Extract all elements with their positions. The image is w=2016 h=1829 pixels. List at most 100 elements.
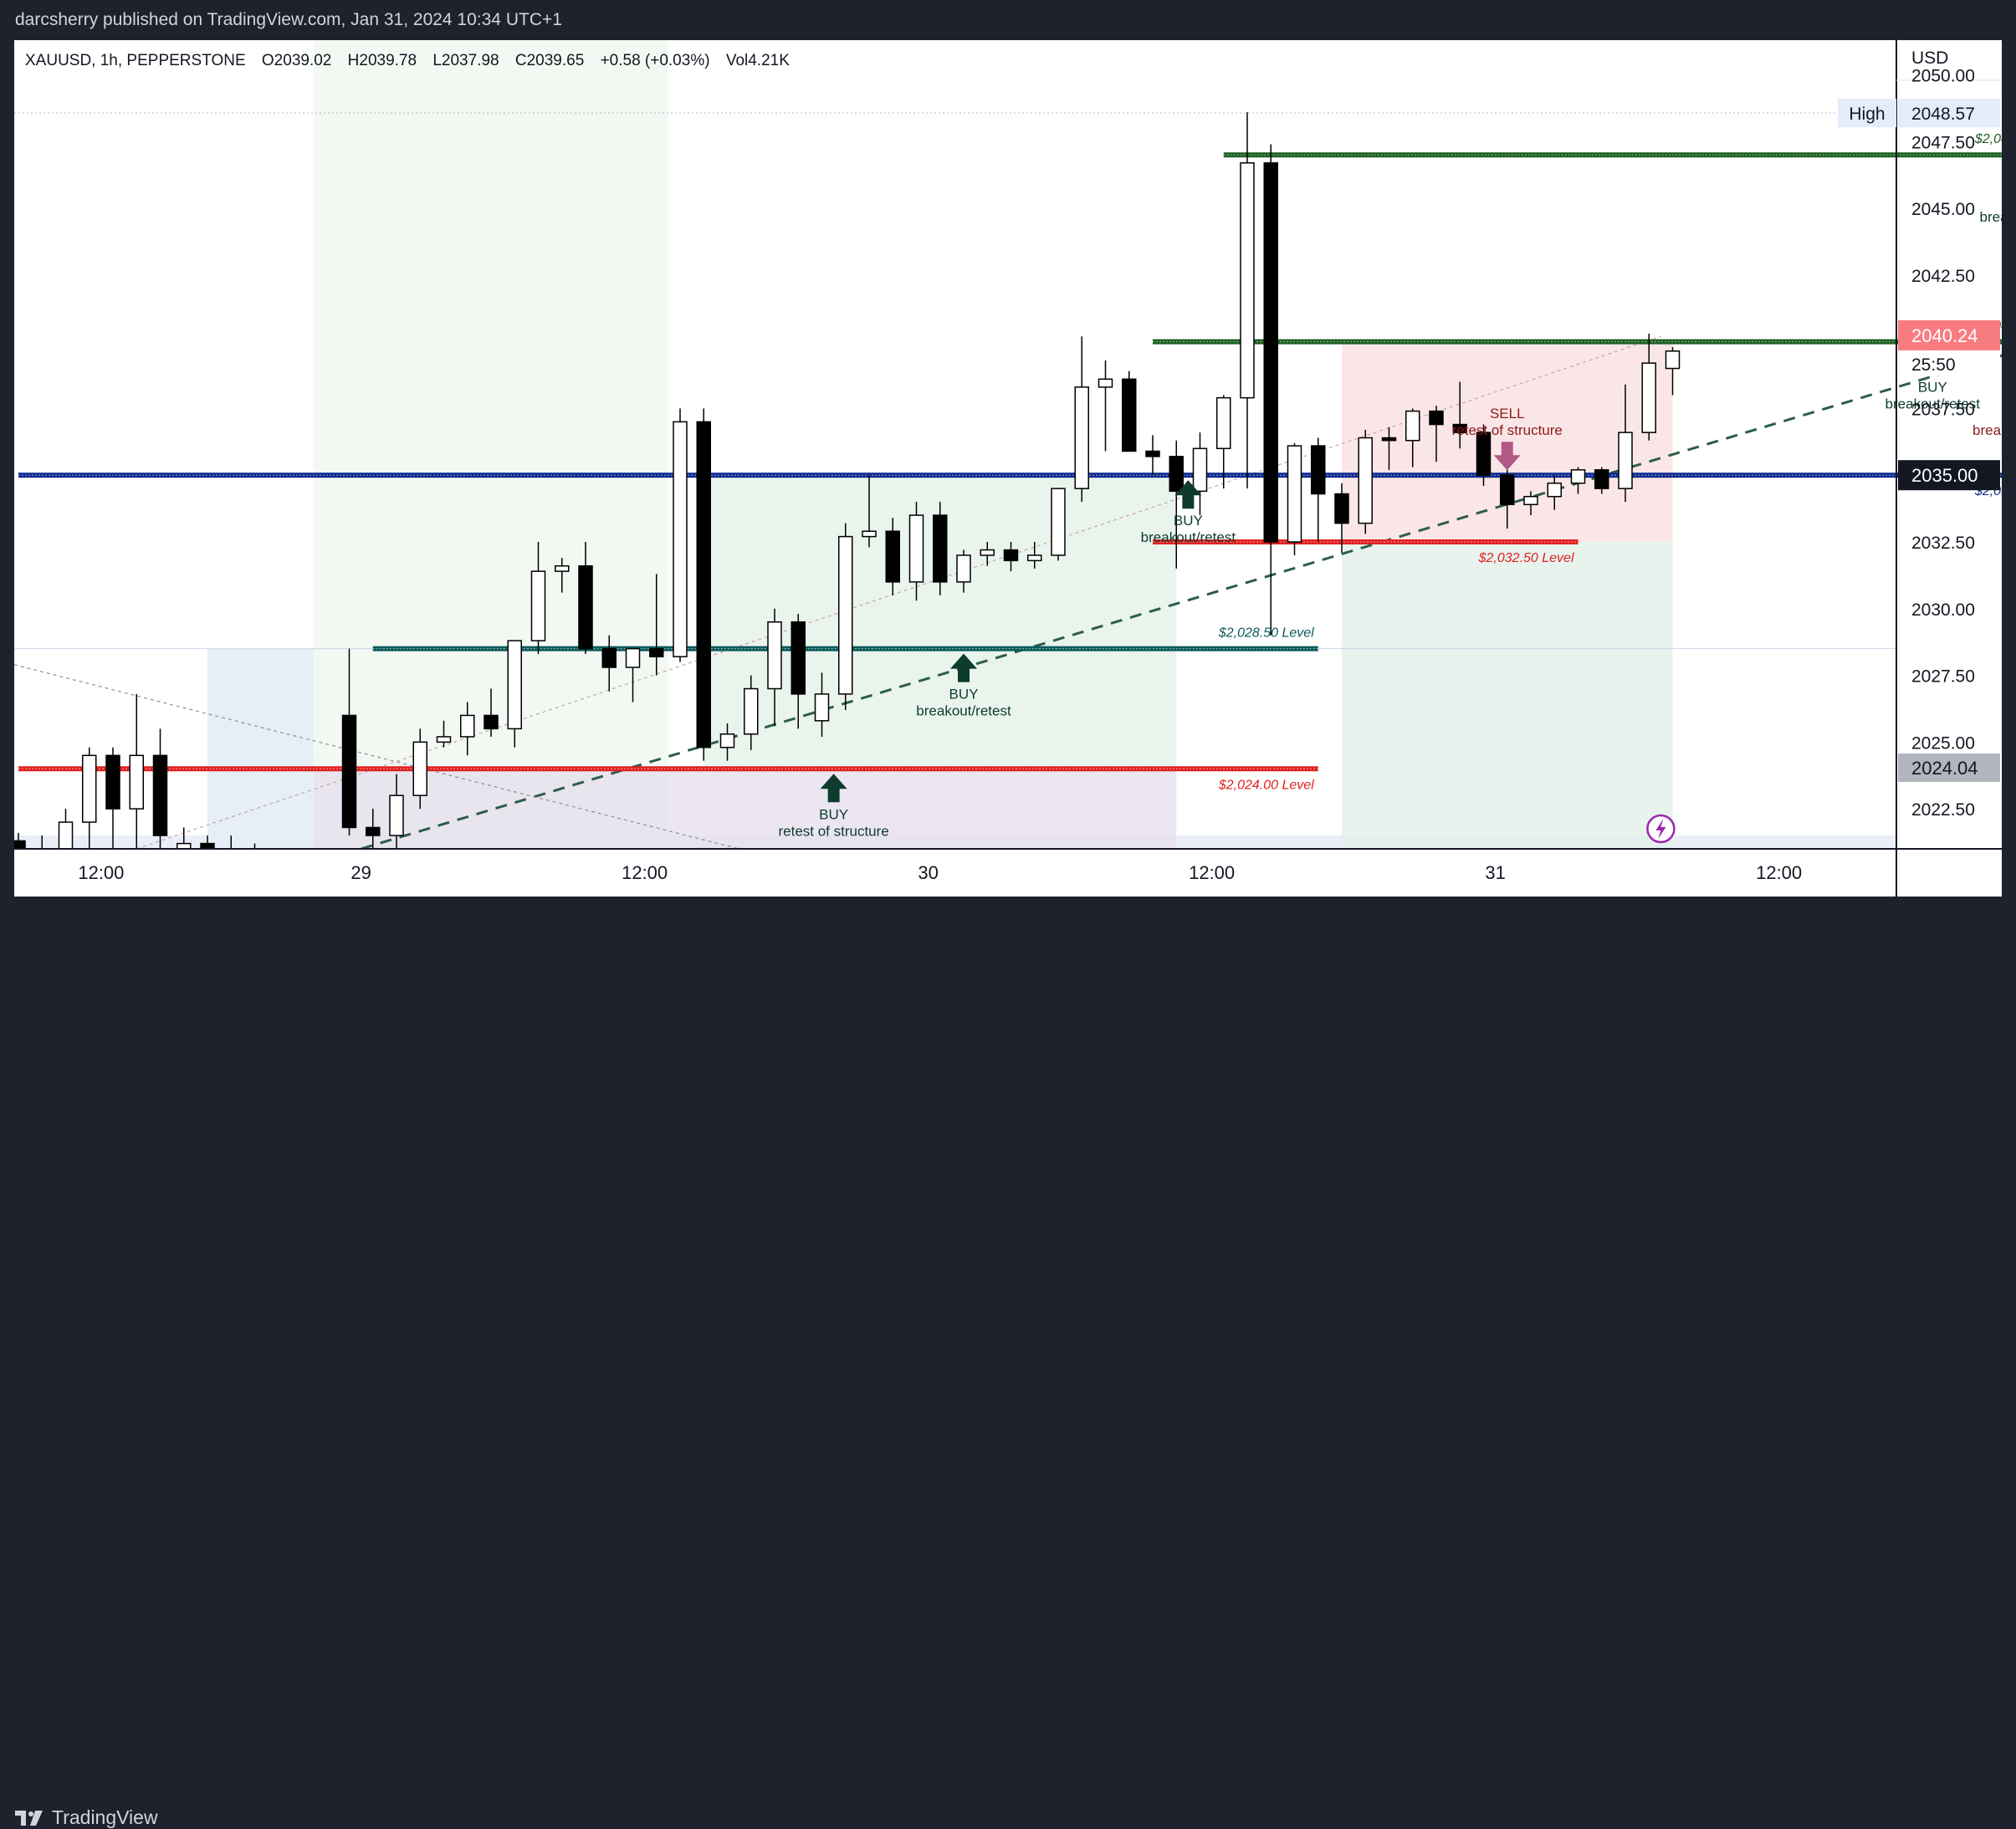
highlight-zone <box>207 648 315 849</box>
x-tick-label: 12:00 <box>1756 862 1802 883</box>
candle-body <box>862 530 877 538</box>
candle-body <box>507 640 522 730</box>
candle-body <box>1051 488 1066 556</box>
candle-body <box>1145 450 1160 457</box>
candle-body <box>625 647 641 668</box>
annotation-label: breakout/retest <box>916 703 1011 719</box>
level-axis-tag <box>1898 460 2000 491</box>
candle-body <box>885 530 900 583</box>
candle-body <box>767 621 782 690</box>
brand-name: TradingView <box>52 1806 158 1828</box>
candle-body <box>248 854 262 859</box>
candle-body <box>319 871 332 879</box>
low-axis-tag <box>1898 753 2000 782</box>
y-tick-label: 2045.00 <box>1911 200 1975 219</box>
candle-body <box>649 647 664 657</box>
candle-body <box>58 821 74 849</box>
lightning-event-icon <box>1655 819 1666 839</box>
y-tick-label: 2027.50 <box>1911 667 1975 687</box>
countdown: 25:50 <box>1911 355 1956 375</box>
x-tick-label: 30 <box>918 862 938 883</box>
candle-body <box>177 842 192 849</box>
current-price: 2040.24 <box>1911 325 1978 346</box>
candle-body <box>1641 362 1656 433</box>
annotation-label: breakout/retest <box>1141 529 1236 545</box>
annotation-label: breakout/retest <box>1980 209 2002 225</box>
y-tick-label: 2032.50 <box>1911 534 1975 553</box>
candle-body <box>1381 437 1397 442</box>
candle-body <box>1358 437 1373 524</box>
candle-body <box>34 848 49 849</box>
candle-body <box>436 736 452 743</box>
candle-body <box>1169 456 1184 493</box>
candle-body <box>1570 469 1586 484</box>
candle-body <box>838 535 853 695</box>
candle-body <box>1027 554 1042 562</box>
candle-body <box>1098 378 1113 388</box>
candle-body <box>1429 410 1444 426</box>
top-bar: darcsherry published on TradingView.com,… <box>0 0 2016 40</box>
y-tick-label: 2022.50 <box>1911 800 1975 820</box>
candle-body <box>1263 162 1278 543</box>
legend-close: C2039.65 <box>514 52 585 69</box>
candle-body <box>1003 549 1019 562</box>
candle-body <box>980 549 995 556</box>
countdown-bg <box>1898 350 2000 376</box>
publish-info: darcsherry published on TradingView.com,… <box>15 10 562 29</box>
candle-body <box>1192 447 1208 493</box>
candle-body <box>578 565 593 650</box>
symbol-legend: XAUUSD, 1h, PEPPERSTONE O2039.02 H2039.7… <box>25 52 801 70</box>
candle-body <box>719 733 735 748</box>
chart-canvas[interactable]: $2,047.00 Level$2,040.00 Level$2,035.00 … <box>14 40 2002 897</box>
x-tick-label: 12:00 <box>1189 862 1235 883</box>
y-tick-label: 2047.50 <box>1911 133 1975 152</box>
x-tick-label: 12:00 <box>622 862 668 883</box>
x-tick-label: 29 <box>350 862 371 883</box>
high-label-bg <box>1838 99 1896 128</box>
buy-arrow-icon <box>820 774 847 803</box>
candle-body <box>791 621 806 695</box>
high-value: 2048.57 <box>1911 105 1975 124</box>
candle-body <box>272 860 285 865</box>
legend-open: O2039.02 <box>261 52 332 69</box>
candle-body <box>933 514 948 583</box>
legend-low: L2037.98 <box>432 52 499 69</box>
candle-body <box>601 647 617 668</box>
candle-body <box>1287 445 1302 543</box>
legend-high: H2039.78 <box>347 52 417 69</box>
buy-arrow-icon <box>950 653 977 682</box>
candle-body <box>530 570 546 641</box>
annotation-label: retest of structure <box>1452 422 1563 438</box>
candle-body <box>460 714 475 738</box>
currency-selector[interactable]: USD <box>1911 49 1948 68</box>
candle-body <box>1523 495 1538 506</box>
candle-body <box>1334 493 1349 524</box>
y-tick-label: 2025.00 <box>1911 733 1975 753</box>
candle-body <box>1665 350 1681 370</box>
legend-symbol[interactable]: XAUUSD, 1h, PEPPERSTONE <box>25 52 246 69</box>
candle-body <box>908 514 924 583</box>
candle-body <box>1216 396 1231 450</box>
candle-body <box>1452 423 1467 433</box>
candle-body <box>1594 469 1609 489</box>
high-value-bg <box>1898 99 2000 128</box>
candle-body <box>1240 162 1255 399</box>
candle-body <box>1405 410 1420 442</box>
candle-body <box>1547 483 1562 498</box>
y-tick-label: 2030.00 <box>1911 600 1975 620</box>
y-tick-label: 2050.00 <box>1911 66 1975 85</box>
candle-body <box>673 421 688 657</box>
legend-change: +0.58 (+0.03%) <box>600 52 710 69</box>
candle-body <box>814 693 830 722</box>
sell-arrow-icon <box>1493 442 1521 471</box>
y-tick-label: 2037.50 <box>1911 400 1975 419</box>
level-line <box>1153 539 1579 544</box>
tradingview-logo-icon <box>15 1810 43 1826</box>
tradingview-brand[interactable]: TradingView <box>15 1806 158 1829</box>
candle-body <box>1122 378 1137 452</box>
candle-body <box>1311 445 1326 495</box>
candle-body <box>295 865 309 870</box>
candle-body <box>1500 474 1515 506</box>
candle-body <box>152 754 168 836</box>
annotation-label: breakout/retest <box>1886 396 1981 412</box>
